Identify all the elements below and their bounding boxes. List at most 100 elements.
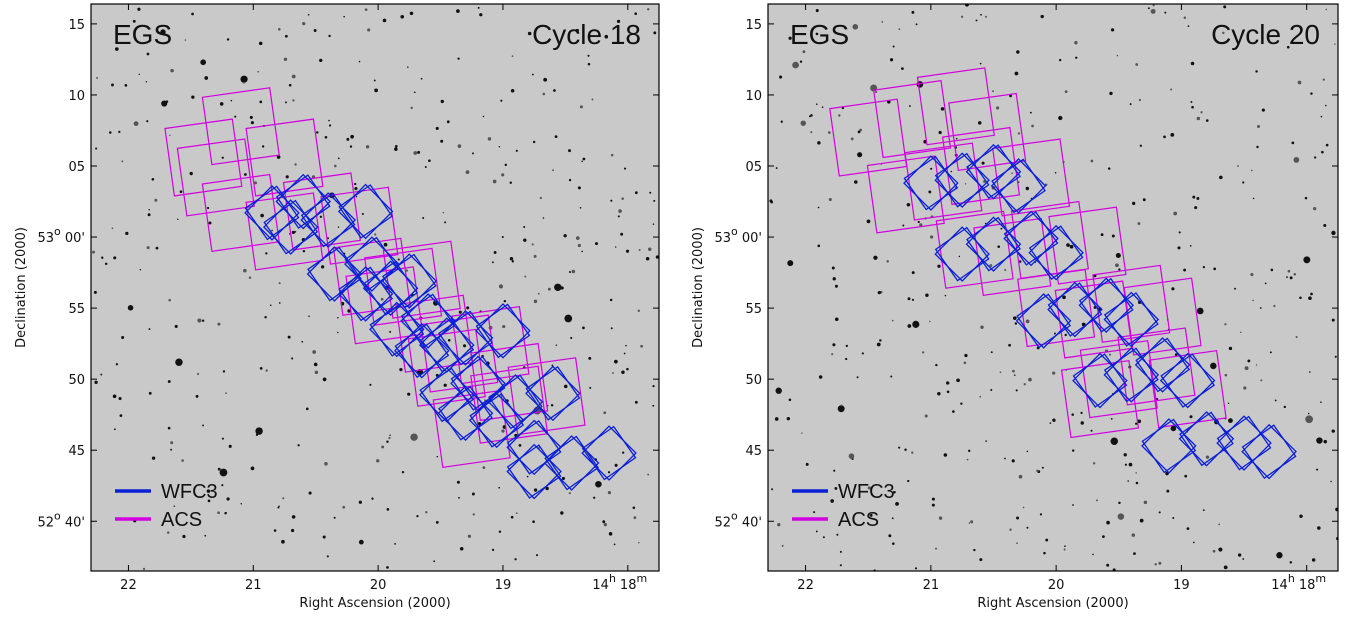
wfc3-footprint bbox=[1003, 210, 1059, 267]
star bbox=[456, 9, 460, 13]
wfc3-footprint bbox=[1072, 353, 1128, 408]
wfc3-footprint bbox=[1216, 415, 1272, 471]
star bbox=[200, 59, 207, 66]
star bbox=[328, 119, 330, 122]
star bbox=[94, 380, 98, 384]
wfc3-footprint bbox=[338, 266, 394, 322]
y-axis-title: Declination (2000) bbox=[691, 227, 706, 348]
star bbox=[184, 39, 187, 41]
star bbox=[115, 363, 119, 366]
wfc3-footprint bbox=[525, 365, 581, 421]
star bbox=[137, 7, 141, 11]
star bbox=[1289, 561, 1293, 564]
wfc3-footprint bbox=[437, 310, 494, 366]
star bbox=[322, 535, 326, 539]
star bbox=[602, 520, 606, 524]
star bbox=[952, 410, 955, 413]
wfc3-footprint bbox=[369, 302, 425, 357]
star bbox=[579, 105, 583, 109]
star bbox=[813, 511, 816, 514]
star bbox=[1163, 135, 1166, 139]
star bbox=[191, 95, 195, 99]
star bbox=[179, 190, 183, 193]
star bbox=[966, 458, 969, 461]
star bbox=[221, 484, 224, 487]
wfc3-footprint bbox=[581, 425, 637, 481]
star bbox=[1137, 222, 1141, 225]
star bbox=[394, 147, 398, 151]
star bbox=[243, 268, 247, 273]
star bbox=[912, 320, 920, 328]
star bbox=[1147, 7, 1150, 10]
y-tick-label: 15 bbox=[68, 18, 85, 33]
star bbox=[477, 6, 480, 9]
star bbox=[800, 120, 806, 126]
star bbox=[617, 215, 620, 218]
star bbox=[1317, 526, 1321, 530]
star bbox=[1133, 552, 1136, 555]
star bbox=[1110, 437, 1118, 445]
star bbox=[1018, 260, 1022, 263]
star bbox=[1276, 552, 1283, 559]
wfc3-footprint bbox=[475, 303, 531, 359]
star bbox=[775, 387, 782, 394]
star bbox=[324, 135, 328, 139]
star bbox=[127, 305, 134, 311]
star bbox=[226, 497, 230, 501]
star bbox=[568, 271, 571, 274]
star bbox=[207, 499, 211, 503]
star bbox=[1255, 364, 1258, 366]
star bbox=[1069, 244, 1074, 249]
star bbox=[471, 492, 475, 496]
star bbox=[638, 248, 641, 251]
star bbox=[259, 366, 263, 370]
star bbox=[501, 429, 505, 433]
star bbox=[1117, 513, 1125, 520]
wfc3-footprint bbox=[1160, 353, 1216, 408]
star bbox=[568, 178, 572, 182]
star bbox=[138, 73, 140, 76]
acs-footprint bbox=[164, 118, 243, 197]
star bbox=[133, 121, 139, 127]
star bbox=[1255, 70, 1258, 73]
star bbox=[337, 157, 340, 160]
star bbox=[854, 180, 858, 184]
star bbox=[447, 338, 451, 342]
star bbox=[1109, 91, 1113, 96]
star bbox=[487, 137, 492, 141]
star bbox=[290, 528, 295, 533]
star bbox=[1158, 561, 1162, 565]
star bbox=[365, 145, 370, 149]
star bbox=[498, 530, 502, 533]
star bbox=[264, 315, 267, 319]
star bbox=[343, 15, 345, 18]
star bbox=[610, 327, 613, 330]
star bbox=[1309, 371, 1311, 373]
star bbox=[276, 155, 281, 159]
star bbox=[167, 380, 171, 383]
star bbox=[1171, 287, 1175, 291]
star bbox=[1183, 268, 1187, 272]
wfc3-footprint bbox=[1241, 424, 1297, 480]
star bbox=[653, 199, 656, 202]
star bbox=[1295, 335, 1298, 339]
x-axis-title: Right Ascension (2000) bbox=[977, 596, 1128, 611]
star bbox=[1218, 547, 1223, 552]
star bbox=[1186, 527, 1190, 530]
star bbox=[1031, 124, 1034, 128]
star bbox=[1331, 318, 1335, 322]
star bbox=[1012, 369, 1015, 373]
star bbox=[817, 141, 821, 145]
star bbox=[261, 145, 265, 148]
star bbox=[533, 488, 538, 492]
star bbox=[1040, 14, 1044, 19]
star bbox=[92, 250, 95, 254]
star bbox=[587, 62, 591, 66]
star bbox=[901, 67, 904, 70]
star bbox=[226, 38, 230, 41]
star bbox=[940, 107, 945, 111]
star bbox=[382, 18, 387, 23]
star bbox=[1026, 526, 1029, 529]
star bbox=[1135, 481, 1139, 485]
star bbox=[1331, 230, 1336, 236]
